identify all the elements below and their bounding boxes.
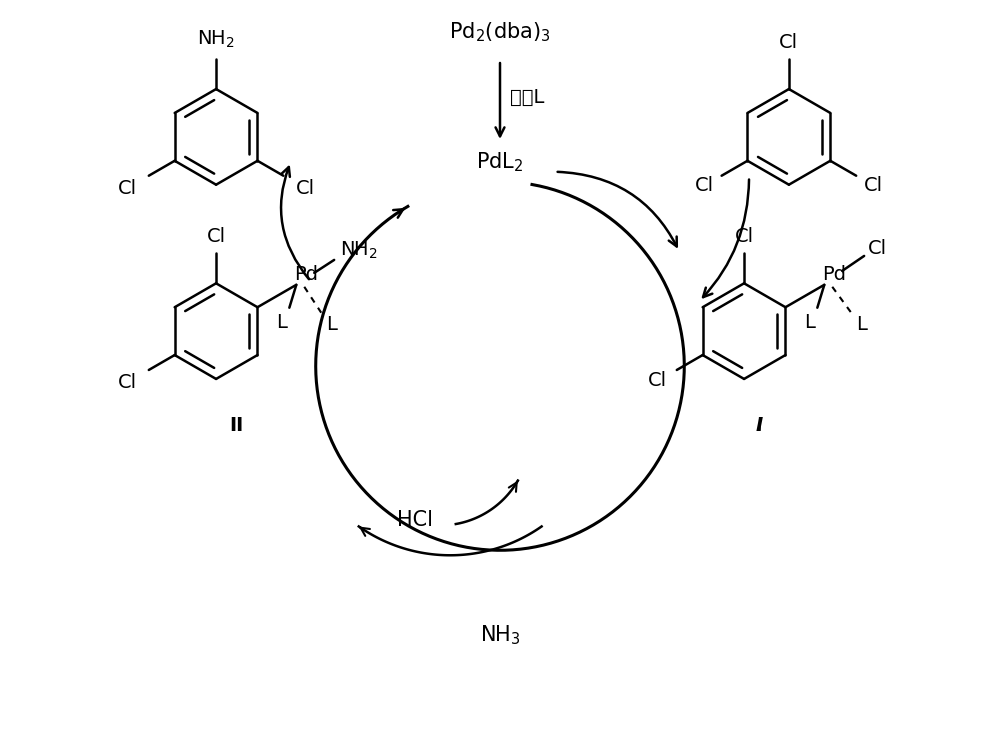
Text: NH$_2$: NH$_2$ [340,239,378,260]
Text: L: L [856,315,867,334]
Text: I: I [755,416,763,435]
Text: Cl: Cl [779,33,798,52]
Text: Cl: Cl [118,178,137,197]
Text: Cl: Cl [295,178,315,197]
Text: NH$_2$: NH$_2$ [197,29,235,50]
Text: PdL$_2$: PdL$_2$ [476,150,524,173]
Text: Cl: Cl [118,373,137,392]
Text: Pd: Pd [294,265,318,284]
Text: I: I [756,416,762,435]
Text: Cl: Cl [735,227,754,246]
Text: Cl: Cl [648,371,667,390]
Text: Cl: Cl [868,240,887,259]
Text: L: L [326,315,337,334]
Text: II: II [229,416,243,435]
Text: L: L [804,313,815,332]
Text: Cl: Cl [207,227,226,246]
Text: Pd$_2$(dba)$_3$: Pd$_2$(dba)$_3$ [449,20,551,44]
Text: Cl: Cl [695,176,714,195]
Text: L: L [276,313,287,332]
Text: HCl: HCl [397,510,433,531]
Text: 配体L: 配体L [510,88,544,107]
Text: NH$_3$: NH$_3$ [480,623,520,647]
Text: Pd: Pd [822,265,846,284]
Text: Cl: Cl [864,176,883,195]
